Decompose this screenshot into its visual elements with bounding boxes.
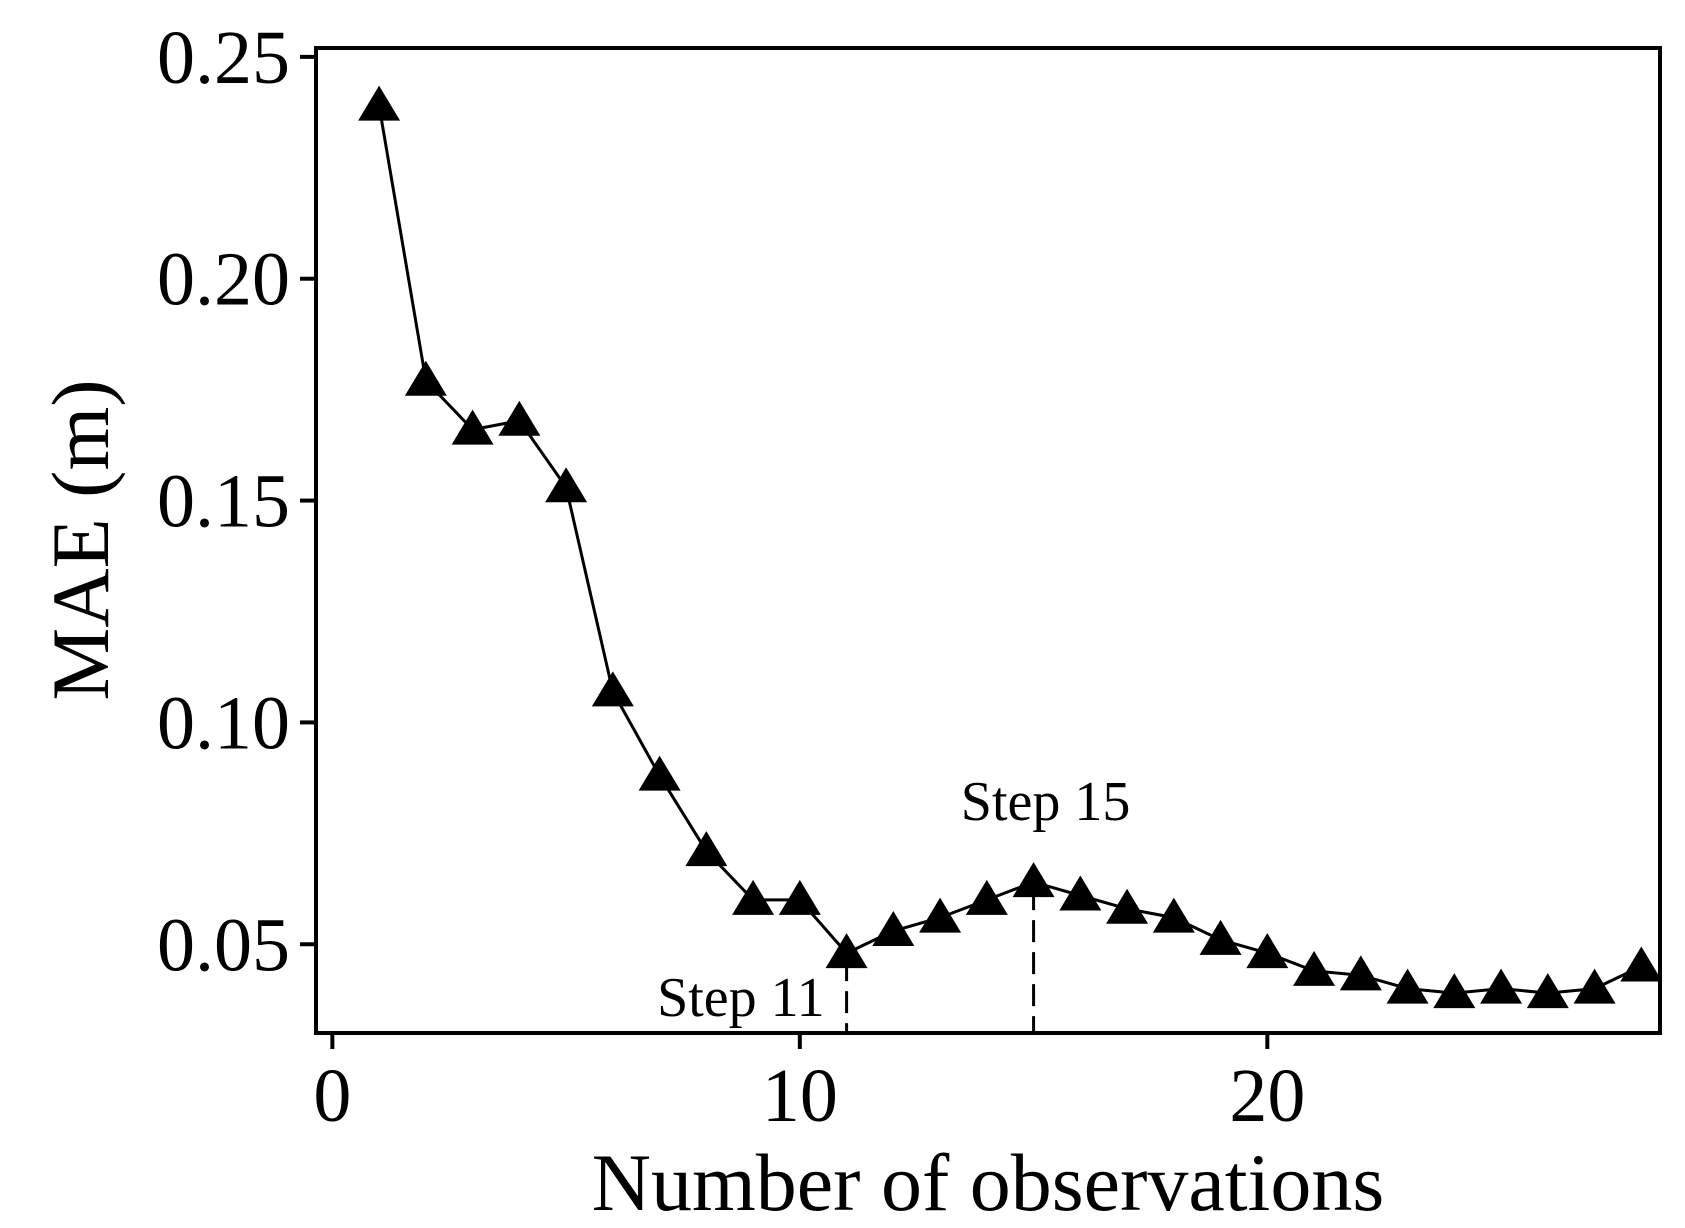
x-axis-title: Number of observations [592,1137,1385,1228]
data-point-marker [1293,950,1336,986]
annotation-label: Step 15 [961,771,1131,833]
data-point-marker [1526,973,1569,1009]
data-point-marker [685,831,728,867]
data-markers [358,85,1663,1009]
data-point-marker [872,910,915,946]
series-line [377,105,1642,995]
data-point-marker [825,933,868,969]
data-point-marker [1573,968,1616,1004]
plot-frame [314,46,1662,1035]
y-axis-title: MAE (m) [35,379,126,700]
x-tick-label: 0 [313,1054,351,1138]
data-point-marker [1199,919,1242,955]
y-axis: 0.05 0.10 0.15 0.20 0.25 [157,16,316,987]
data-point-marker [1620,946,1663,982]
data-point-marker [1012,862,1055,898]
annotations: Step 11 Step 15 [657,771,1130,1033]
data-point-marker [965,879,1008,915]
data-point-marker [591,671,634,707]
data-point-marker [1480,968,1523,1004]
data-point-marker [1246,933,1289,969]
annotation-label: Step 11 [657,967,824,1029]
data-point-marker [1106,888,1149,924]
data-point-marker [498,400,541,436]
data-point-marker [1386,968,1429,1004]
data-point-marker [919,897,962,933]
data-point-marker [638,755,681,791]
data-point-marker [1152,897,1195,933]
y-tick-label: 0.10 [157,681,290,765]
x-tick-label: 10 [762,1054,838,1138]
data-point-marker [732,879,775,915]
y-tick-label: 0.05 [157,903,290,987]
data-point-marker [1059,875,1102,911]
x-tick-label: 20 [1229,1054,1305,1138]
data-point-marker [778,879,821,915]
data-point-marker [1339,955,1382,991]
x-axis: 0 10 20 [313,1033,1305,1138]
data-point-marker [358,85,401,121]
y-tick-label: 0.20 [157,238,290,322]
data-point-marker [404,360,447,396]
y-tick-label: 0.15 [157,460,290,544]
y-tick-label: 0.25 [157,16,290,100]
data-point-marker [545,467,588,503]
data-point-marker [1433,973,1476,1009]
data-point-marker [451,409,494,445]
